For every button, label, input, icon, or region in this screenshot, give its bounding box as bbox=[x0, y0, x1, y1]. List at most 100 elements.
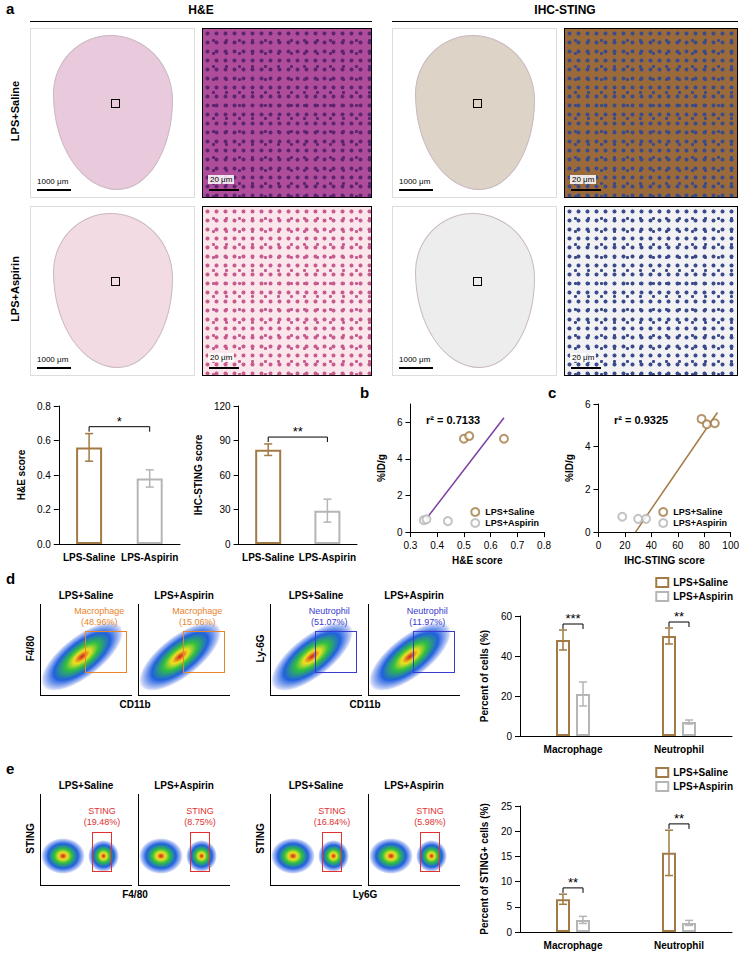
svg-text:LPS+Saline: LPS+Saline bbox=[485, 507, 534, 517]
html-text:(15.06%): (15.06%) bbox=[179, 617, 216, 627]
svg-text:Percent of cells (%): Percent of cells (%) bbox=[479, 630, 490, 722]
html-text:F4/80: F4/80 bbox=[122, 889, 148, 900]
svg-text:LPS+Saline: LPS+Saline bbox=[673, 767, 728, 778]
html-text:Macrophage: Macrophage bbox=[172, 606, 223, 616]
svg-text:0: 0 bbox=[225, 539, 231, 550]
html-text:IHC-STING: IHC-STING bbox=[534, 3, 596, 17]
svg-text:0.8: 0.8 bbox=[37, 401, 51, 412]
svg-text:0.6: 0.6 bbox=[37, 435, 51, 446]
html-text:(48.96%): (48.96%) bbox=[81, 617, 118, 627]
svg-text:60: 60 bbox=[219, 470, 231, 481]
svg-text:20: 20 bbox=[619, 540, 631, 551]
html-text:CD11b: CD11b bbox=[349, 699, 381, 710]
svg-text:0.0: 0.0 bbox=[37, 539, 51, 550]
svg-text:LPS-Aspirin: LPS-Aspirin bbox=[121, 552, 178, 563]
svg-text:0.7: 0.7 bbox=[510, 540, 524, 551]
svg-text:***: *** bbox=[565, 611, 580, 626]
svg-text:25: 25 bbox=[501, 801, 513, 812]
svg-text:Macrophage: Macrophage bbox=[544, 940, 603, 951]
svg-text:20: 20 bbox=[501, 691, 513, 702]
svg-text:15: 15 bbox=[501, 851, 513, 862]
svg-text:6: 6 bbox=[397, 417, 403, 428]
html-text:H&E: H&E bbox=[188, 3, 214, 17]
svg-text:H&E score: H&E score bbox=[16, 449, 27, 500]
svg-text:LPS+Aspirin: LPS+Aspirin bbox=[673, 591, 733, 602]
svg-text:4: 4 bbox=[397, 453, 403, 464]
svg-text:r² = 0.7133: r² = 0.7133 bbox=[426, 414, 480, 426]
svg-text:5: 5 bbox=[506, 901, 512, 912]
svg-text:LPS-Saline: LPS-Saline bbox=[63, 552, 116, 563]
svg-text:LPS+Aspirin: LPS+Aspirin bbox=[673, 781, 733, 792]
html-text:LPS+Saline: LPS+Saline bbox=[9, 80, 21, 142]
svg-text:4: 4 bbox=[585, 441, 591, 452]
svg-text:0.3: 0.3 bbox=[404, 540, 418, 551]
html-text:Macrophage: Macrophage bbox=[74, 606, 125, 616]
svg-text:60: 60 bbox=[672, 540, 684, 551]
svg-text:H&E score: H&E score bbox=[452, 555, 503, 566]
svg-text:10: 10 bbox=[501, 876, 513, 887]
svg-text:**: ** bbox=[674, 609, 684, 624]
html-text:LPS+Saline: LPS+Saline bbox=[58, 780, 114, 791]
svg-text:0: 0 bbox=[397, 527, 403, 538]
svg-text:IHC-STING score: IHC-STING score bbox=[193, 434, 204, 515]
html-text:LPS+Aspirin: LPS+Aspirin bbox=[154, 590, 214, 601]
html-text:Ly-6G: Ly-6G bbox=[254, 634, 266, 663]
svg-text:%ID/g: %ID/g bbox=[376, 454, 387, 482]
html-text:F4/80: F4/80 bbox=[24, 635, 36, 662]
svg-text:40: 40 bbox=[646, 540, 658, 551]
svg-text:LPS-Aspirin: LPS-Aspirin bbox=[299, 552, 356, 563]
svg-text:0: 0 bbox=[585, 527, 591, 538]
html-text:LPS+Aspirin: LPS+Aspirin bbox=[154, 780, 214, 791]
html-text:LPS+Saline: LPS+Saline bbox=[288, 590, 344, 601]
svg-text:0.4: 0.4 bbox=[430, 540, 444, 551]
svg-text:Macrophage: Macrophage bbox=[544, 744, 603, 755]
svg-text:2: 2 bbox=[585, 484, 591, 495]
html-text:d: d bbox=[6, 570, 16, 587]
svg-text:100: 100 bbox=[722, 540, 739, 551]
svg-text:Neutrophil: Neutrophil bbox=[654, 940, 704, 951]
html-text:LPS+Saline: LPS+Saline bbox=[58, 590, 114, 601]
svg-text:120: 120 bbox=[214, 401, 231, 412]
svg-text:0.6: 0.6 bbox=[484, 540, 498, 551]
svg-text:LPS+Saline: LPS+Saline bbox=[673, 577, 728, 588]
svg-text:IHC-STING score: IHC-STING score bbox=[624, 555, 705, 566]
svg-text:0.5: 0.5 bbox=[457, 540, 471, 551]
svg-text:LPS-Saline: LPS-Saline bbox=[242, 552, 295, 563]
svg-text:**: ** bbox=[568, 875, 578, 890]
svg-text:Neutrophil: Neutrophil bbox=[654, 744, 704, 755]
svg-text:*: * bbox=[117, 414, 122, 429]
html-text:LPS+Saline: LPS+Saline bbox=[288, 780, 344, 791]
svg-text:**: ** bbox=[674, 811, 684, 826]
svg-text:80: 80 bbox=[699, 540, 711, 551]
svg-text:Percent of STING+ cells (%): Percent of STING+ cells (%) bbox=[479, 803, 490, 934]
html-text:CD11b: CD11b bbox=[119, 699, 151, 710]
svg-text:60: 60 bbox=[501, 611, 513, 622]
html-text:Ly6G: Ly6G bbox=[352, 889, 378, 900]
svg-text:0.4: 0.4 bbox=[37, 470, 51, 481]
svg-text:0.2: 0.2 bbox=[37, 504, 51, 515]
svg-text:r² = 0.9325: r² = 0.9325 bbox=[614, 414, 668, 426]
svg-text:6: 6 bbox=[585, 399, 591, 410]
svg-text:0: 0 bbox=[596, 540, 602, 551]
svg-text:40: 40 bbox=[501, 651, 513, 662]
html-text:Neutrophil: Neutrophil bbox=[308, 606, 350, 616]
svg-text:%ID/g: %ID/g bbox=[564, 454, 575, 482]
html-text:LPS+Aspirin: LPS+Aspirin bbox=[384, 780, 444, 791]
svg-text:0.8: 0.8 bbox=[537, 540, 551, 551]
svg-text:**: ** bbox=[293, 424, 303, 439]
html-text:(51.07%): (51.07%) bbox=[311, 617, 348, 627]
svg-text:90: 90 bbox=[219, 435, 231, 446]
svg-text:30: 30 bbox=[219, 504, 231, 515]
html-text:STING: STING bbox=[254, 823, 266, 854]
svg-text:LPS+Aspirin: LPS+Aspirin bbox=[485, 518, 539, 528]
svg-text:0: 0 bbox=[506, 927, 512, 938]
svg-text:2: 2 bbox=[397, 490, 403, 501]
html-text:LPS+Aspirin: LPS+Aspirin bbox=[384, 590, 444, 601]
svg-text:LPS+Aspirin: LPS+Aspirin bbox=[673, 518, 727, 528]
svg-text:20: 20 bbox=[501, 826, 513, 837]
html-text:LPS+Aspirin: LPS+Aspirin bbox=[9, 256, 21, 322]
html-text:STING: STING bbox=[24, 823, 36, 854]
svg-text:LPS+Saline: LPS+Saline bbox=[673, 507, 722, 517]
html-text:b: b bbox=[360, 384, 370, 401]
svg-text:0: 0 bbox=[506, 731, 512, 742]
